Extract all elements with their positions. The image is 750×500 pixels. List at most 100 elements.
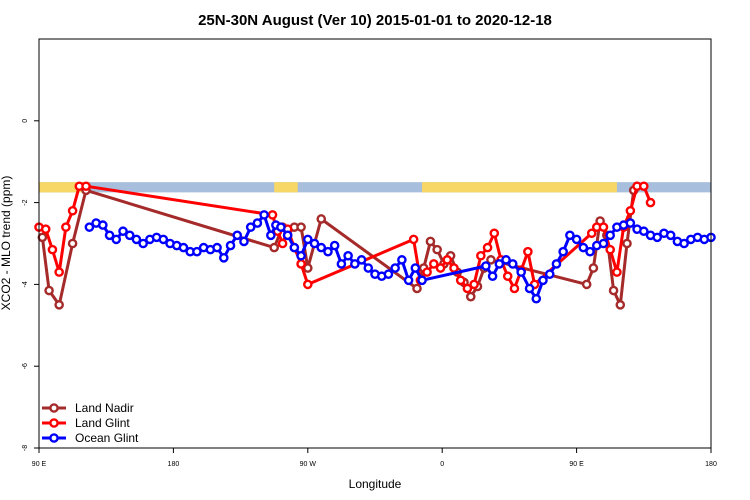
data-point — [239, 236, 249, 247]
data-point — [509, 283, 520, 294]
data-point — [408, 234, 419, 245]
data-point — [54, 267, 64, 277]
data-point — [625, 218, 636, 228]
data-point — [302, 263, 313, 273]
data-point — [212, 242, 222, 253]
data-point — [40, 224, 51, 234]
data-point — [296, 250, 306, 261]
data-point — [37, 232, 48, 243]
plot-frame — [38, 38, 712, 449]
land-band-segment — [39, 182, 90, 193]
data-point — [565, 230, 575, 241]
data-point — [67, 205, 78, 216]
data-point — [428, 259, 439, 269]
data-point — [494, 259, 505, 269]
data-point — [612, 267, 622, 277]
legend-label: Land Glint — [75, 416, 130, 430]
data-point — [585, 246, 595, 257]
legend-item: Land Glint — [42, 416, 130, 430]
data-point — [266, 230, 276, 241]
data-point — [383, 269, 394, 279]
data-point — [232, 230, 243, 241]
data-point — [605, 244, 616, 255]
data-point — [54, 300, 64, 310]
x-axis: 90 E 180 90 W 0 90 E 180 — [32, 448, 717, 468]
land-band-segment — [274, 182, 298, 193]
data-point — [625, 205, 636, 216]
data-point — [551, 259, 562, 269]
data-point — [245, 222, 256, 232]
y-tick-label: -6 — [22, 363, 29, 369]
data-point — [259, 210, 269, 220]
data-point — [61, 222, 71, 232]
data-point — [652, 232, 663, 243]
data-point — [192, 246, 202, 257]
y-axis-label: XCO2 - MLO trend (ppm) — [0, 176, 13, 311]
data-point — [252, 218, 263, 228]
data-point — [267, 210, 278, 220]
data-point — [178, 242, 189, 253]
data-point — [531, 293, 542, 304]
data-point — [598, 222, 609, 232]
data-point — [588, 263, 599, 273]
data-point — [410, 263, 421, 273]
data-point — [449, 263, 459, 273]
data-point — [482, 242, 493, 253]
land-band-segment — [583, 182, 594, 193]
data-point — [44, 285, 54, 296]
data-point — [316, 214, 327, 224]
legend-marker — [49, 403, 59, 413]
data-point — [84, 222, 95, 232]
data-point — [679, 238, 689, 249]
legend-item: Ocean Glint — [42, 431, 139, 445]
data-point — [269, 242, 280, 253]
chart-title: 25N-30N August (Ver 10) 2015-01-01 to 20… — [198, 12, 552, 29]
data-point — [489, 228, 500, 239]
data-point — [586, 228, 597, 239]
data-point — [104, 230, 115, 241]
data-point — [47, 244, 58, 255]
x-axis-label: Longitude — [349, 477, 402, 491]
data-point — [523, 246, 533, 257]
data-point — [639, 181, 649, 192]
data-point — [645, 197, 656, 208]
data-point — [487, 271, 498, 282]
data-point — [432, 244, 442, 255]
x-tick-label: 90 E — [569, 461, 584, 468]
data-point — [403, 275, 414, 286]
data-point — [516, 267, 526, 277]
data-point — [397, 255, 407, 265]
y-tick-label: -2 — [22, 199, 29, 205]
data-point — [665, 230, 676, 241]
data-point — [390, 263, 400, 273]
data-point — [67, 238, 78, 249]
series-layer — [34, 181, 716, 310]
data-point — [605, 230, 616, 241]
legend-item: Land Nadir — [42, 401, 134, 415]
data-point — [558, 246, 568, 257]
data-point — [425, 236, 436, 247]
x-tick-label: 90 W — [300, 461, 317, 468]
data-point — [469, 279, 479, 290]
data-point — [276, 222, 286, 232]
data-point — [111, 234, 122, 245]
data-point — [598, 238, 609, 249]
data-point — [507, 259, 518, 269]
y-tick-label: -8 — [22, 445, 29, 451]
data-point — [124, 230, 135, 241]
data-point — [131, 234, 142, 245]
land-band-segment — [422, 182, 617, 193]
data-point — [544, 269, 555, 279]
data-point — [622, 238, 632, 249]
data-point — [524, 283, 535, 294]
data-point — [481, 261, 491, 271]
data-point — [282, 230, 293, 241]
data-point — [608, 285, 619, 296]
data-point — [138, 238, 148, 249]
y-tick-label: 0 — [22, 119, 29, 123]
data-point — [118, 226, 128, 237]
data-point — [476, 250, 486, 261]
land-ocean-band — [39, 182, 711, 193]
data-point — [309, 238, 320, 249]
